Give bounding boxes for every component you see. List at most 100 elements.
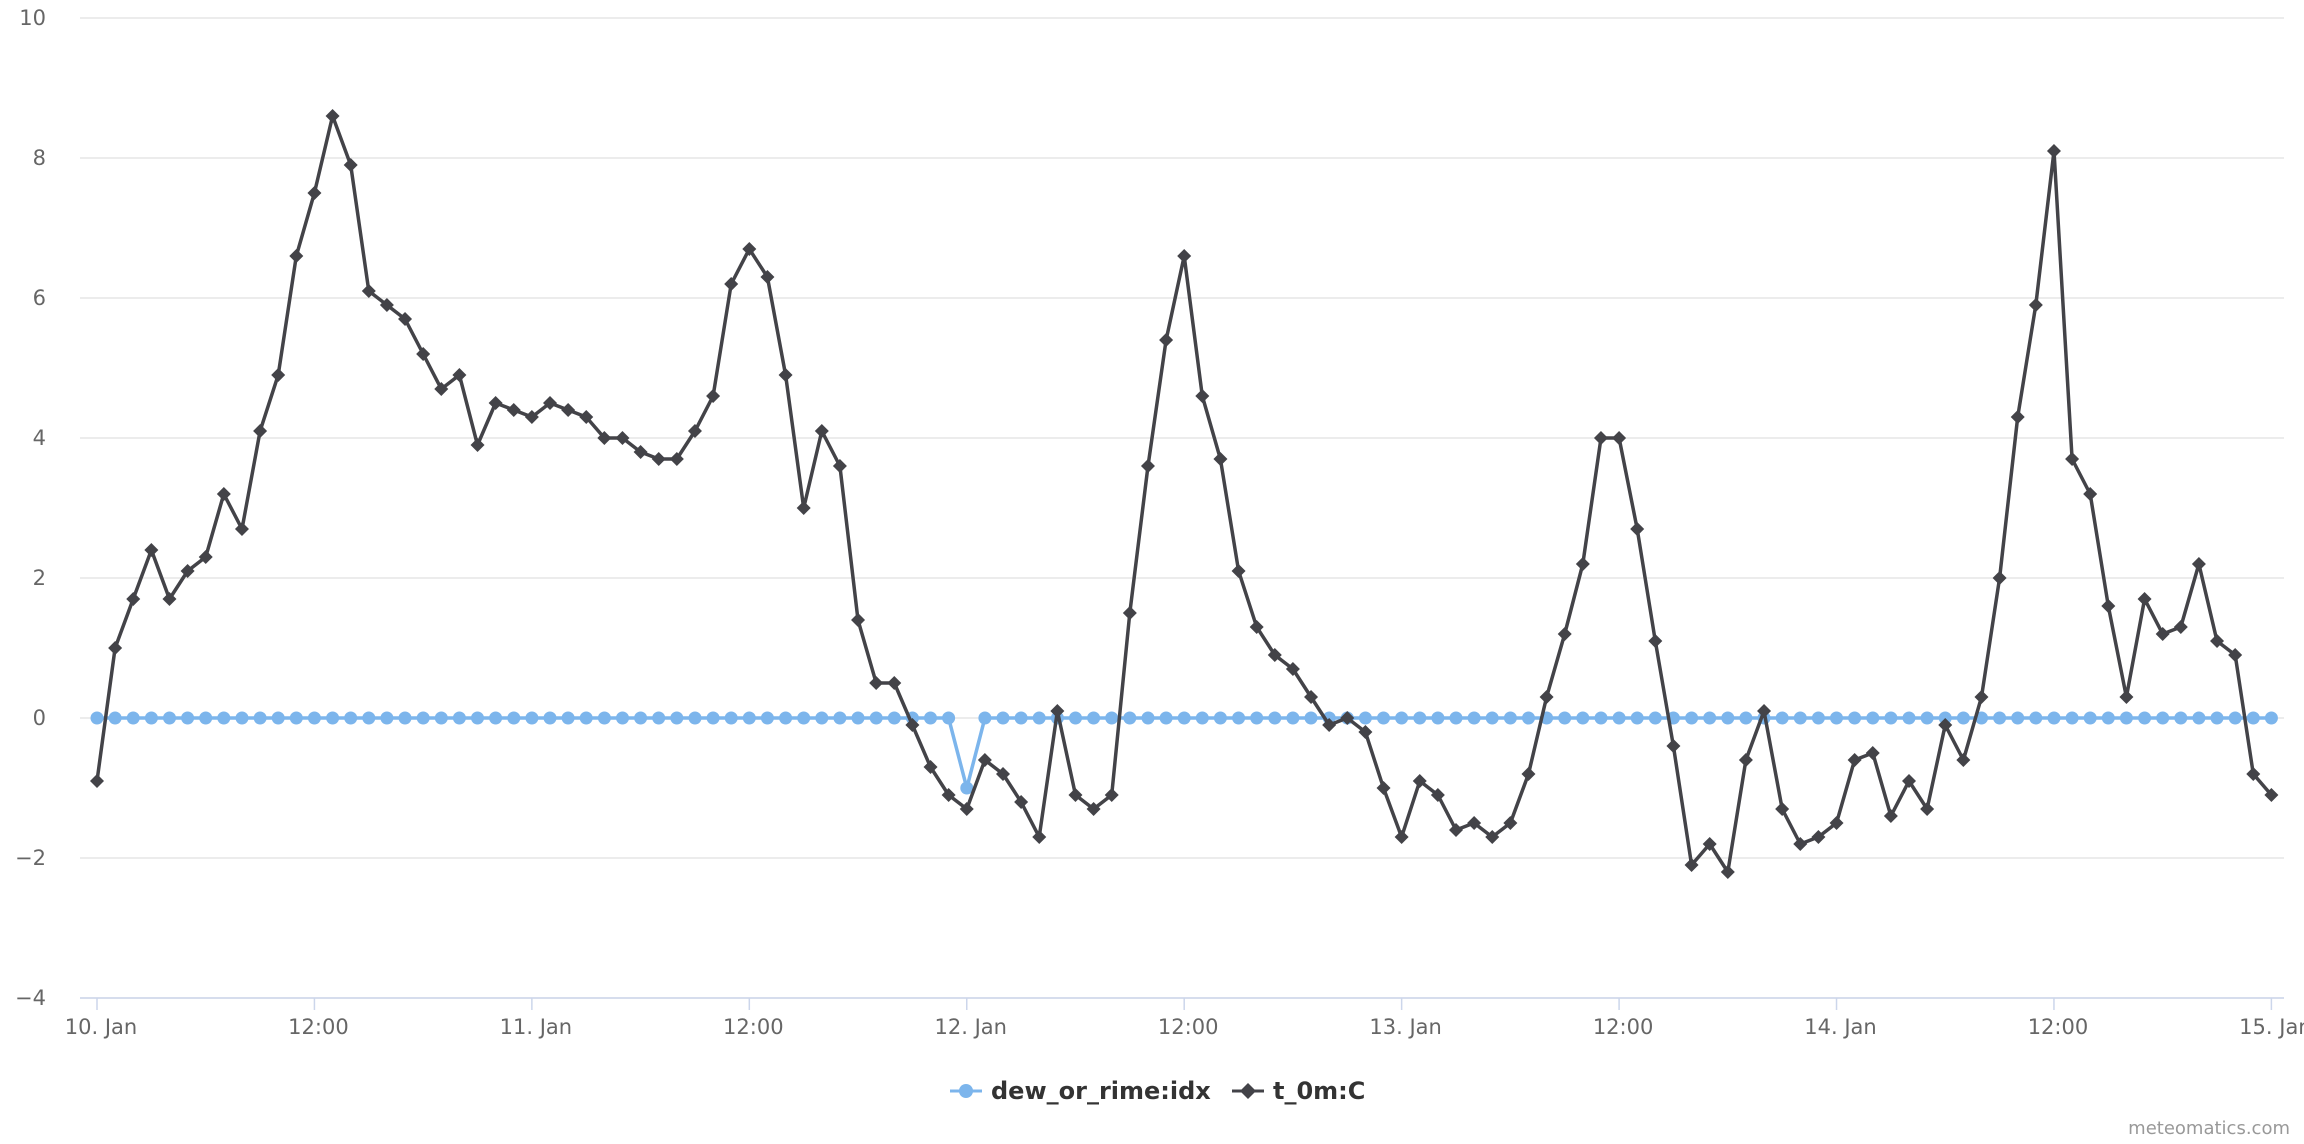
data-point[interactable]	[1703, 711, 1717, 725]
data-point[interactable]	[814, 424, 829, 438]
data-point[interactable]	[2138, 711, 2152, 725]
data-point[interactable]	[2046, 144, 2061, 158]
data-point[interactable]	[1159, 333, 1174, 347]
data-point[interactable]	[597, 431, 612, 445]
data-point[interactable]	[1430, 788, 1445, 802]
data-point[interactable]	[398, 312, 413, 326]
data-point[interactable]	[2156, 711, 2170, 725]
data-point[interactable]	[1522, 711, 1535, 725]
data-point[interactable]	[724, 277, 739, 291]
data-point[interactable]	[126, 711, 140, 725]
data-point[interactable]	[1503, 816, 1518, 830]
data-point[interactable]	[1213, 452, 1228, 466]
data-point[interactable]	[1050, 704, 1065, 718]
data-point[interactable]	[1992, 571, 2007, 585]
data-point[interactable]	[216, 487, 231, 501]
data-point[interactable]	[2101, 599, 2116, 613]
data-point[interactable]	[2065, 711, 2079, 725]
data-point[interactable]	[543, 711, 557, 725]
data-point[interactable]	[1449, 711, 1463, 725]
data-point[interactable]	[1177, 711, 1191, 725]
data-point[interactable]	[289, 249, 304, 263]
data-point[interactable]	[326, 711, 340, 725]
data-point[interactable]	[2029, 711, 2043, 725]
data-point[interactable]	[181, 711, 195, 725]
data-point[interactable]	[1231, 564, 1246, 578]
data-point[interactable]	[634, 711, 648, 725]
credits-link[interactable]: meteomatics.com	[2128, 1118, 2290, 1139]
data-point[interactable]	[1920, 802, 1935, 816]
data-point[interactable]	[1014, 711, 1028, 725]
data-point[interactable]	[561, 711, 575, 725]
data-point[interactable]	[235, 711, 249, 725]
data-point[interactable]	[1648, 711, 1662, 725]
data-point[interactable]	[1123, 711, 1137, 725]
data-point[interactable]	[1721, 711, 1735, 725]
data-point[interactable]	[1250, 711, 1264, 725]
data-point[interactable]	[1757, 704, 1772, 718]
data-point[interactable]	[1032, 830, 1047, 844]
data-point[interactable]	[1811, 830, 1826, 844]
data-point[interactable]	[1268, 711, 1282, 725]
data-point[interactable]	[687, 424, 702, 438]
data-point[interactable]	[489, 711, 503, 725]
legend-item-t-0m[interactable]: t_0m:C	[1232, 1077, 1365, 1105]
data-point[interactable]	[1612, 711, 1626, 725]
data-point[interactable]	[2101, 711, 2115, 725]
data-point[interactable]	[1141, 711, 1155, 725]
data-point[interactable]	[2065, 452, 2080, 466]
data-point[interactable]	[2028, 298, 2043, 312]
data-point[interactable]	[1666, 739, 1681, 753]
data-point[interactable]	[1630, 711, 1644, 725]
data-point[interactable]	[1738, 753, 1753, 767]
data-point[interactable]	[779, 711, 793, 725]
data-point[interactable]	[2246, 767, 2261, 781]
data-point[interactable]	[2174, 711, 2188, 725]
data-point[interactable]	[2155, 627, 2170, 641]
data-point[interactable]	[234, 522, 249, 536]
data-point[interactable]	[362, 711, 376, 725]
data-point[interactable]	[289, 711, 303, 725]
data-point[interactable]	[325, 109, 340, 123]
data-point[interactable]	[905, 718, 920, 732]
data-point[interactable]	[2047, 711, 2061, 725]
data-point[interactable]	[1557, 627, 1572, 641]
data-point[interactable]	[1902, 711, 1916, 725]
data-point[interactable]	[561, 403, 576, 417]
data-point[interactable]	[1956, 753, 1971, 767]
data-point[interactable]	[1865, 746, 1880, 760]
data-point[interactable]	[1140, 459, 1155, 473]
data-point[interactable]	[452, 368, 467, 382]
data-point[interactable]	[1394, 830, 1409, 844]
data-point[interactable]	[1866, 711, 1880, 725]
data-point[interactable]	[1485, 830, 1500, 844]
data-point[interactable]	[579, 711, 593, 725]
data-point[interactable]	[760, 270, 775, 284]
data-point[interactable]	[2246, 711, 2260, 725]
data-point[interactable]	[1521, 767, 1536, 781]
data-point[interactable]	[434, 382, 449, 396]
data-point[interactable]	[108, 711, 122, 725]
data-point[interactable]	[2010, 410, 2025, 424]
data-point[interactable]	[253, 711, 267, 725]
data-point[interactable]	[1249, 620, 1264, 634]
data-point[interactable]	[108, 641, 123, 655]
data-point[interactable]	[488, 396, 503, 410]
data-point[interactable]	[942, 711, 956, 725]
data-point[interactable]	[343, 158, 358, 172]
data-point[interactable]	[1122, 606, 1137, 620]
data-point[interactable]	[1793, 837, 1808, 851]
data-point[interactable]	[851, 613, 866, 627]
data-point[interactable]	[688, 711, 702, 725]
data-point[interactable]	[361, 284, 376, 298]
data-point[interactable]	[1775, 802, 1790, 816]
data-point[interactable]	[1395, 711, 1409, 725]
data-point[interactable]	[996, 711, 1010, 725]
data-point[interactable]	[1702, 837, 1717, 851]
data-point[interactable]	[1485, 711, 1499, 725]
data-point[interactable]	[616, 711, 629, 725]
data-point[interactable]	[471, 711, 484, 725]
data-point[interactable]	[706, 711, 720, 725]
data-point[interactable]	[2228, 648, 2243, 662]
data-point[interactable]	[1232, 711, 1246, 725]
